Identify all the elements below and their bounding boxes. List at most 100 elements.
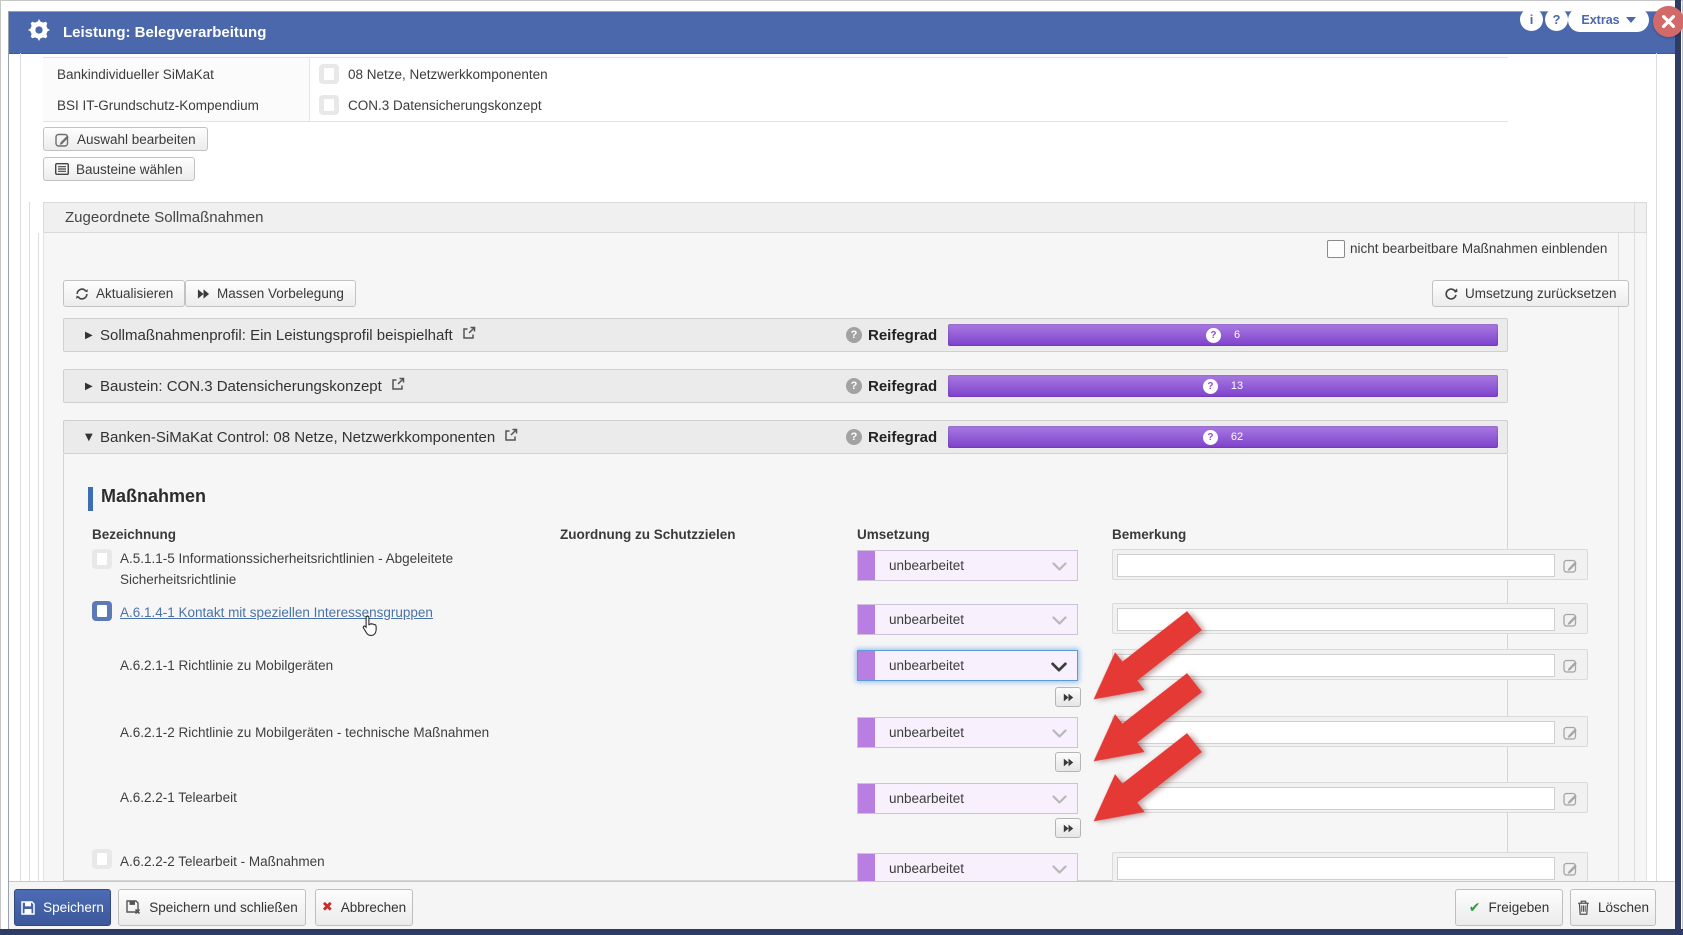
save-and-close-button[interactable]: Speichern und schließen: [118, 889, 306, 926]
edit-remark-icon[interactable]: [1563, 861, 1578, 881]
measure-label: A.6.2.2-1 Telearbeit: [120, 790, 237, 805]
chevron-down-icon: [1052, 865, 1067, 874]
triangle-right-icon: ▶: [85, 329, 93, 341]
external-link-icon[interactable]: [391, 377, 405, 396]
remark-input[interactable]: [1117, 554, 1555, 577]
apply-down-button[interactable]: [1055, 818, 1081, 838]
implementation-value: unbearbeitet: [889, 725, 965, 740]
accordion-control[interactable]: ▼ Banken-SiMaKat Control: 08 Netze, Netz…: [63, 420, 1508, 454]
fast-forward-icon: [1063, 758, 1073, 766]
remark-input[interactable]: [1117, 787, 1555, 810]
maturity-help-icon[interactable]: ?: [846, 378, 862, 394]
status-stripe: [858, 718, 875, 747]
catalog-module-cell: 08 Netze, Netzwerkkomponenten: [348, 66, 548, 82]
pencil-square-icon: [55, 133, 69, 147]
remark-input[interactable]: [1117, 608, 1555, 631]
divider: [20, 53, 21, 881]
table-row: BSI IT-Grundschutz-Kompendium CON.3 Date…: [43, 89, 1508, 122]
status-stripe: [858, 784, 875, 813]
cancel-button[interactable]: ✖ Abbrechen: [315, 889, 413, 926]
document-icon: [92, 549, 112, 569]
extras-label: Extras: [1581, 13, 1620, 27]
close-button[interactable]: [1653, 6, 1683, 37]
implementation-select[interactable]: unbearbeitet: [857, 717, 1078, 748]
maturity-bar-help-icon[interactable]: ?: [1202, 429, 1218, 445]
implementation-select[interactable]: unbearbeitet: [857, 783, 1078, 814]
external-link-icon[interactable]: [462, 326, 476, 345]
divider: [38, 233, 39, 881]
heading-accent-bar: [88, 487, 93, 511]
extras-menu-button[interactable]: Extras: [1568, 8, 1649, 32]
edit-selection-label: Auswahl bearbeiten: [77, 131, 196, 147]
edit-remark-icon[interactable]: [1563, 558, 1578, 578]
chevron-down-icon: [1051, 662, 1067, 672]
status-stripe: [858, 651, 875, 680]
implementation-select[interactable]: unbearbeitet: [857, 604, 1078, 635]
maturity-help-icon[interactable]: ?: [846, 327, 862, 343]
remark-field: [1112, 649, 1588, 680]
list-icon: [55, 163, 69, 175]
mouse-cursor: [362, 615, 379, 642]
maturity-help-icon[interactable]: ?: [846, 429, 862, 445]
refresh-label: Aktualisieren: [96, 286, 174, 301]
apply-down-button[interactable]: [1055, 752, 1081, 772]
maturity-label: Reifegrad: [868, 377, 938, 395]
divider: [1656, 53, 1657, 881]
maturity-bar-help-icon[interactable]: ?: [1205, 327, 1221, 343]
catalog-module-cell: CON.3 Datensicherungskonzept: [348, 97, 542, 113]
edit-selection-button[interactable]: Auswahl bearbeiten: [43, 127, 208, 151]
maturity-bar-help-icon[interactable]: ?: [1202, 378, 1218, 394]
catalog-source-cell: BSI IT-Grundschutz-Kompendium: [43, 89, 310, 121]
column-header-remark: Bemerkung: [1112, 527, 1187, 542]
status-stripe: [858, 551, 875, 580]
panel-title: Sollmaßnahmenprofil: Ein Leistungsprofil…: [100, 326, 453, 344]
implementation-select[interactable]: unbearbeitet: [857, 853, 1078, 884]
remark-input[interactable]: [1117, 721, 1555, 744]
cancel-label: Abbrechen: [340, 900, 407, 915]
implementation-value: unbearbeitet: [889, 558, 965, 573]
mass-preset-button[interactable]: Massen Vorbelegung: [185, 280, 356, 307]
section-title: Zugeordnete Sollmaßnahmen: [65, 209, 264, 226]
maturity-bar: ? 6: [948, 324, 1498, 346]
dialog-titlebar: Leistung: Belegverarbeitung: [9, 12, 1675, 54]
measure-label: A.6.2.1-2 Richtlinie zu Mobilgeräten - t…: [120, 725, 490, 740]
apply-down-button[interactable]: [1055, 687, 1081, 707]
maturity-bar: ? 13: [948, 375, 1498, 397]
show-non-editable-checkbox[interactable]: [1327, 240, 1345, 258]
triangle-right-icon: ▶: [85, 380, 93, 392]
edit-remark-icon[interactable]: [1563, 658, 1578, 678]
edit-remark-icon[interactable]: [1563, 725, 1578, 745]
annotation-arrow: [1093, 673, 1202, 762]
implementation-value: unbearbeitet: [889, 612, 965, 627]
help-icon: ?: [1552, 12, 1561, 27]
column-header-protection-goals: Zuordnung zu Schutzzielen: [560, 527, 736, 542]
accordion-profile[interactable]: ▶ Sollmaßnahmenprofil: Ein Leistungsprof…: [63, 318, 1508, 352]
check-icon: ✔: [1468, 899, 1481, 916]
remark-input[interactable]: [1117, 857, 1555, 880]
measure-label: A.6.2.2-2 Telearbeit - Maßnahmen: [120, 854, 325, 869]
accordion-baustein[interactable]: ▶ Baustein: CON.3 Datensicherungskonzept…: [63, 369, 1508, 403]
annotation-arrow: [1093, 733, 1202, 822]
external-link-icon[interactable]: [504, 428, 518, 447]
implementation-select[interactable]: unbearbeitet: [857, 550, 1078, 581]
section-header: Zugeordnete Sollmaßnahmen: [43, 202, 1647, 233]
edit-remark-icon[interactable]: [1563, 791, 1578, 811]
help-button[interactable]: ?: [1545, 8, 1568, 31]
measure-link[interactable]: A.6.1.4-1 Kontakt mit speziellen Interes…: [120, 605, 433, 620]
remark-input[interactable]: [1117, 654, 1555, 677]
document-icon: [319, 64, 339, 84]
maturity-value: 6: [1233, 329, 1241, 341]
delete-button[interactable]: Löschen: [1570, 889, 1656, 926]
choose-modules-button[interactable]: Bausteine wählen: [43, 157, 195, 181]
release-label: Freigeben: [1488, 900, 1550, 915]
release-button[interactable]: ✔ Freigeben: [1455, 889, 1563, 926]
divider: [1618, 233, 1619, 881]
refresh-button[interactable]: Aktualisieren: [63, 280, 186, 307]
edit-remark-icon[interactable]: [1563, 612, 1578, 632]
reset-implementation-label: Umsetzung zurücksetzen: [1465, 286, 1617, 301]
save-button[interactable]: Speichern: [14, 889, 111, 926]
implementation-select-focused[interactable]: unbearbeitet: [857, 650, 1078, 681]
save-icon: [21, 900, 35, 915]
info-button[interactable]: i: [1520, 8, 1543, 31]
reset-implementation-button[interactable]: Umsetzung zurücksetzen: [1432, 280, 1629, 307]
